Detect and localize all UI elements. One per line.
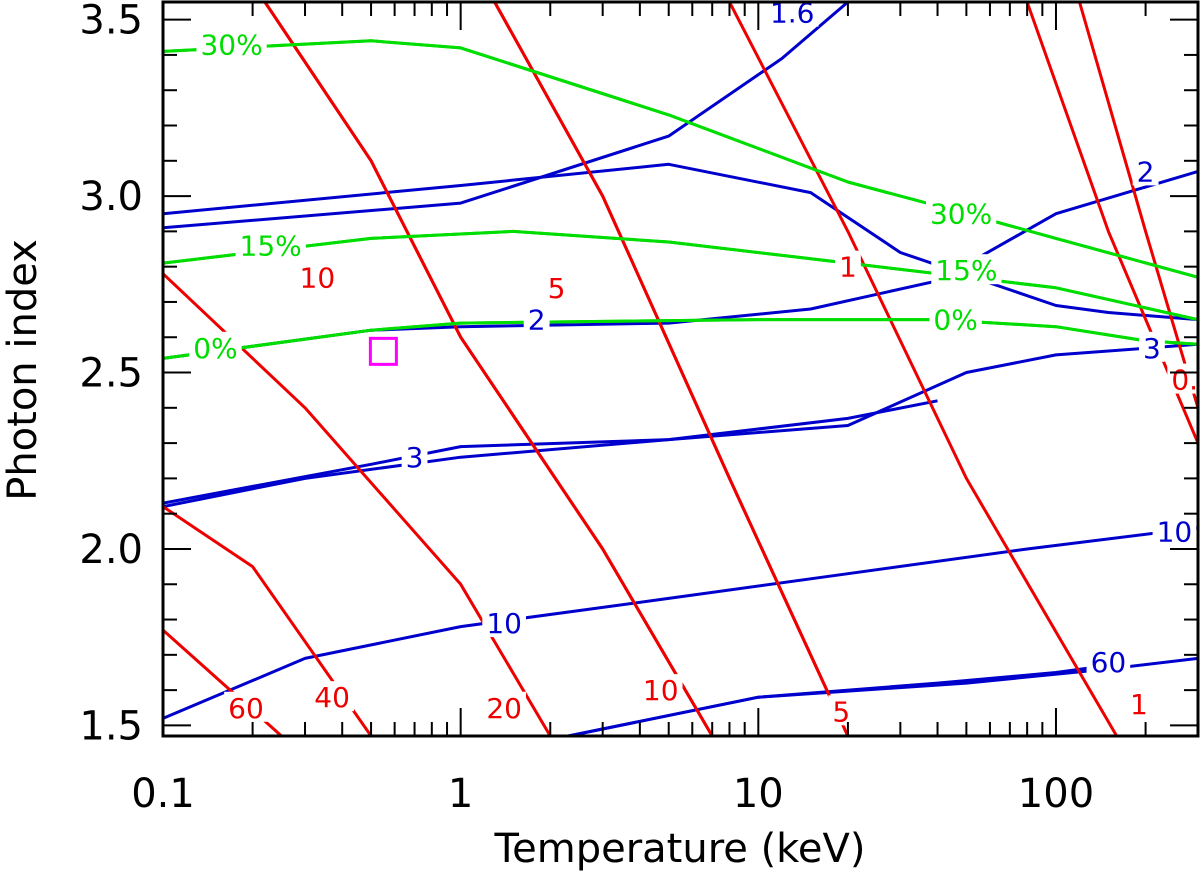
green-contour-line bbox=[163, 39, 1198, 279]
red-contour-label-bg bbox=[543, 271, 570, 302]
red-contour-label: 1 bbox=[1130, 688, 1148, 721]
y-axis-title: Photon index bbox=[0, 239, 46, 501]
red-contour-line bbox=[1078, 2, 1198, 409]
red-contour-label: 10 bbox=[643, 674, 679, 707]
red-contour-label: 40 bbox=[314, 681, 350, 714]
red-contour-label-bg bbox=[1126, 688, 1152, 719]
red-contour-label-bg bbox=[638, 674, 683, 705]
red-contour-label: 5 bbox=[548, 272, 566, 305]
red-contour-line bbox=[493, 2, 850, 736]
blue-contour-label-bg bbox=[1152, 515, 1197, 546]
green-contour-label: 30% bbox=[930, 198, 992, 231]
blue-contour-line bbox=[163, 2, 849, 230]
y-tick-label: 3.0 bbox=[79, 174, 143, 220]
red-contour-label: 20 bbox=[486, 692, 522, 725]
red-contour-label-bg bbox=[828, 695, 855, 726]
red-contour-line bbox=[163, 505, 373, 736]
green-contour-label-bg bbox=[925, 197, 997, 228]
x-axis-title: Temperature (keV) bbox=[493, 826, 865, 872]
green-contour-label-bg bbox=[189, 331, 242, 362]
red-contour-line bbox=[493, 2, 850, 736]
markers bbox=[368, 336, 398, 366]
y-tick-label: 2.5 bbox=[79, 351, 143, 397]
tick-labels: 0.1 1 10 100 1.5 2.0 2.5 3.0 3.5 bbox=[79, 0, 1094, 817]
green-contour-label: 15% bbox=[240, 229, 302, 262]
red-contour-label-bg bbox=[1167, 363, 1200, 394]
red-contour-label-bg bbox=[835, 250, 861, 281]
green-contour-label: 0% bbox=[193, 332, 237, 365]
green-contour-label-bg bbox=[931, 254, 1002, 285]
x-tick-label: 1 bbox=[448, 771, 473, 817]
blue-contour-line bbox=[163, 342, 1198, 505]
blue-contour-label-bg bbox=[1086, 645, 1131, 676]
blue-contour-label: 2 bbox=[1137, 155, 1155, 188]
blue-contour-label-bg bbox=[765, 0, 819, 27]
red-contour-label-bg bbox=[482, 691, 526, 722]
green-contour-line bbox=[163, 318, 1198, 360]
x-tick-label: 100 bbox=[1018, 771, 1094, 817]
blue-contour-line bbox=[163, 162, 1198, 322]
x-tick-label: 0.1 bbox=[131, 771, 195, 817]
green-contour-label: 30% bbox=[200, 28, 262, 61]
red-contour-label: 10 bbox=[300, 261, 336, 294]
green-contour-label-bg bbox=[929, 303, 982, 334]
blue-contour-label-bg bbox=[1132, 155, 1159, 186]
y-tick-label: 3.5 bbox=[79, 0, 143, 44]
blue-contour-label: 2 bbox=[528, 304, 546, 337]
y-tick-label: 2.0 bbox=[79, 527, 143, 573]
contour-labels: 1.6 2 2 3 3 10 10 60 60 40 20 10 10 5 5 1 1 0.1 30% 30% 15% 1… bbox=[189, 0, 1200, 728]
red-contour-label: 5 bbox=[832, 695, 850, 728]
green-contour-line bbox=[163, 229, 1198, 322]
x-tick-label: 10 bbox=[733, 771, 784, 817]
red-contour-label: 0.1 bbox=[1171, 364, 1200, 397]
open-square-marker bbox=[368, 336, 398, 366]
red-contour-line bbox=[728, 2, 1118, 736]
blue-contour-label-bg bbox=[482, 607, 526, 638]
green-contour-label-bg bbox=[235, 229, 306, 260]
blue-contour-label-bg bbox=[401, 441, 428, 472]
blue-contour-label-bg bbox=[1138, 331, 1165, 362]
blue-contour-label: 1.6 bbox=[770, 0, 815, 30]
blue-contour-label-bg bbox=[523, 303, 550, 334]
green-contour-line bbox=[163, 39, 1198, 279]
red-contour-label-bg bbox=[310, 681, 354, 712]
blue-contour-label: 3 bbox=[406, 441, 424, 474]
blue-contour-label: 10 bbox=[1157, 515, 1193, 548]
blue-contour-line bbox=[163, 526, 1198, 720]
green-contour-label-bg bbox=[196, 28, 267, 59]
axis-ticks bbox=[162, 2, 1199, 736]
blue-contour-line bbox=[163, 399, 938, 509]
y-tick-label: 1.5 bbox=[79, 703, 143, 749]
red-contour-label: 1 bbox=[839, 251, 857, 284]
blue-contour-label: 3 bbox=[1143, 332, 1161, 365]
red-contour-label: 60 bbox=[228, 692, 264, 725]
red-contour-line bbox=[263, 2, 714, 736]
plot-frame bbox=[161, 0, 1200, 738]
contour-curves bbox=[163, 2, 1198, 736]
blue-contour-label: 10 bbox=[486, 607, 522, 640]
red-contour-label-bg bbox=[295, 261, 340, 292]
green-contour-label: 0% bbox=[933, 304, 977, 337]
red-contour-label-bg bbox=[224, 691, 268, 722]
blue-contour-line bbox=[567, 656, 1198, 736]
blue-contour-label: 60 bbox=[1091, 646, 1127, 679]
green-contour-label: 15% bbox=[935, 254, 997, 287]
